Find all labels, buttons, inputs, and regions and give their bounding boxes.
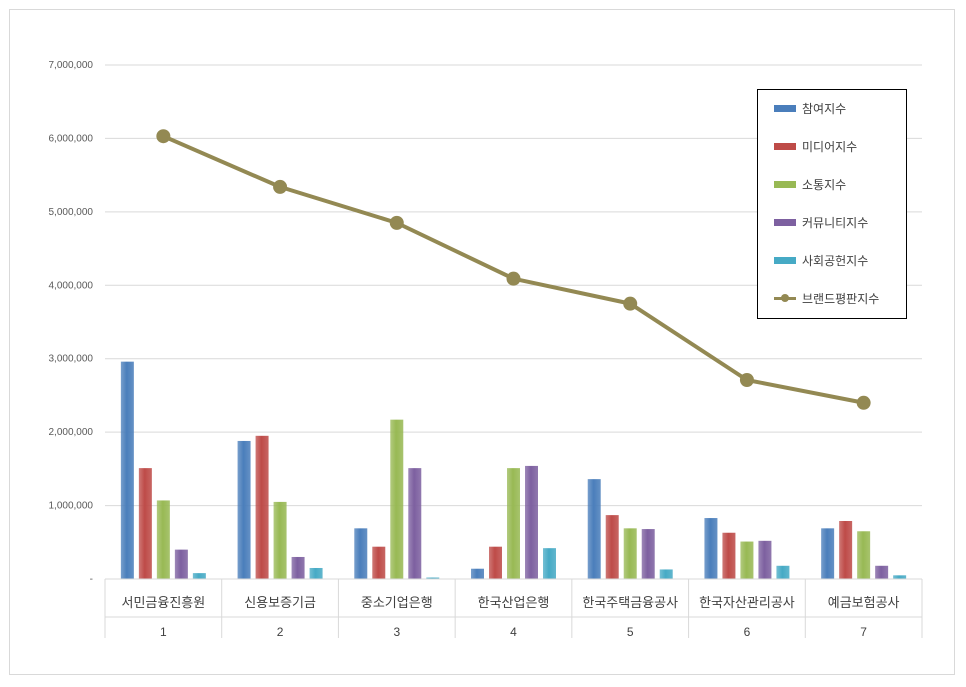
bar [857, 531, 871, 579]
bar [309, 567, 323, 579]
y-tick-label: 4,000,000 [49, 280, 94, 291]
bar [237, 440, 251, 579]
category-label: 예금보험공사 [828, 596, 900, 611]
bar [291, 556, 305, 579]
category-label: 한국산업은행 [478, 595, 550, 611]
category-label: 한국자산관리공사 [699, 596, 795, 611]
legend-item-communication: 소통지수 [774, 174, 846, 194]
y-axis-ticks: - 1,000,000 2,000,000 3,000,000 4,000,000 5,0… [49, 60, 94, 585]
bar [273, 501, 287, 579]
legend-swatch [774, 180, 796, 188]
bar [525, 465, 538, 579]
bar [623, 528, 637, 579]
bar [156, 500, 170, 579]
y-tick-label: 3,000,000 [49, 354, 94, 365]
bar [821, 528, 835, 579]
bar [372, 546, 386, 579]
bar [659, 569, 673, 579]
category-label: 서민금융진흥원 [121, 596, 205, 611]
bar [722, 532, 736, 579]
y-tick-label: 1,000,000 [49, 501, 94, 512]
legend-swatch [774, 256, 796, 264]
bar [893, 575, 907, 579]
bar [426, 577, 440, 579]
line-point [856, 395, 871, 410]
legend-item-brand-reputation: 브랜드평판지수 [774, 288, 879, 308]
legend-label: 커뮤니티지수 [802, 215, 869, 230]
legend-item-participation: 참여지수 [774, 98, 846, 118]
legend-label: 사회공헌지수 [802, 253, 869, 268]
legend: 참여지수 미디어지수 소통지수 커뮤니티지수 사회공헌지수 브랜드평판지수 [757, 89, 907, 319]
bar [875, 565, 889, 579]
category-index-label: 2 [277, 625, 284, 639]
legend-item-community: 커뮤니티지수 [774, 212, 868, 232]
legend-swatch [774, 142, 796, 150]
line-point [156, 129, 171, 144]
line-point [739, 373, 754, 388]
bar [390, 419, 404, 579]
legend-label: 소통지수 [802, 177, 847, 192]
category-label: 중소기업은행 [361, 595, 433, 611]
bar [740, 541, 754, 579]
y-tick-label: 5,000,000 [49, 207, 94, 218]
category-index-label: 3 [393, 625, 400, 639]
brand-index-line [156, 129, 871, 410]
bar [587, 479, 601, 579]
legend-label: 미디어지수 [802, 139, 858, 154]
bar [839, 520, 853, 579]
bar [255, 435, 269, 579]
category-index-label: 1 [160, 625, 167, 639]
bar [704, 518, 718, 579]
bar [776, 565, 790, 579]
line-point [389, 215, 404, 230]
category-index-label: 5 [627, 625, 634, 639]
legend-line-marker [774, 292, 796, 304]
legend-item-media: 미디어지수 [774, 136, 857, 156]
bar [758, 540, 772, 579]
bar [354, 528, 368, 579]
bar [120, 361, 134, 579]
bar [543, 548, 556, 579]
bar [174, 549, 188, 579]
y-tick-label: - [90, 574, 93, 585]
bar [471, 568, 484, 579]
line-point [623, 296, 638, 311]
category-index-label: 6 [744, 625, 751, 639]
bar [605, 515, 619, 579]
category-label: 한국주택금융공사 [582, 596, 678, 611]
bar [489, 546, 502, 579]
y-tick-label: 7,000,000 [49, 60, 94, 71]
bar [507, 468, 520, 579]
line-point [273, 179, 288, 194]
bar [641, 529, 655, 579]
legend-item-social-contribution: 사회공헌지수 [774, 250, 868, 270]
bars [120, 361, 907, 579]
legend-swatch [774, 218, 796, 226]
bar [408, 468, 422, 579]
legend-label: 참여지수 [802, 101, 847, 116]
bar [138, 468, 152, 579]
x-axis: 서민금융진흥원 1 신용보증기금 2 중소기업은행 3 한국산업은행 4 한국주택금융공사 5 한국… [104, 578, 923, 639]
y-tick-label: 2,000,000 [49, 427, 94, 438]
category-index-label: 7 [860, 625, 867, 639]
bar [192, 573, 206, 579]
y-tick-label: 6,000,000 [49, 133, 94, 144]
category-index-label: 4 [510, 625, 517, 639]
category-label: 신용보증기금 [244, 596, 316, 611]
legend-label: 브랜드평판지수 [802, 291, 880, 306]
line-point [506, 271, 521, 286]
legend-swatch [774, 104, 796, 112]
